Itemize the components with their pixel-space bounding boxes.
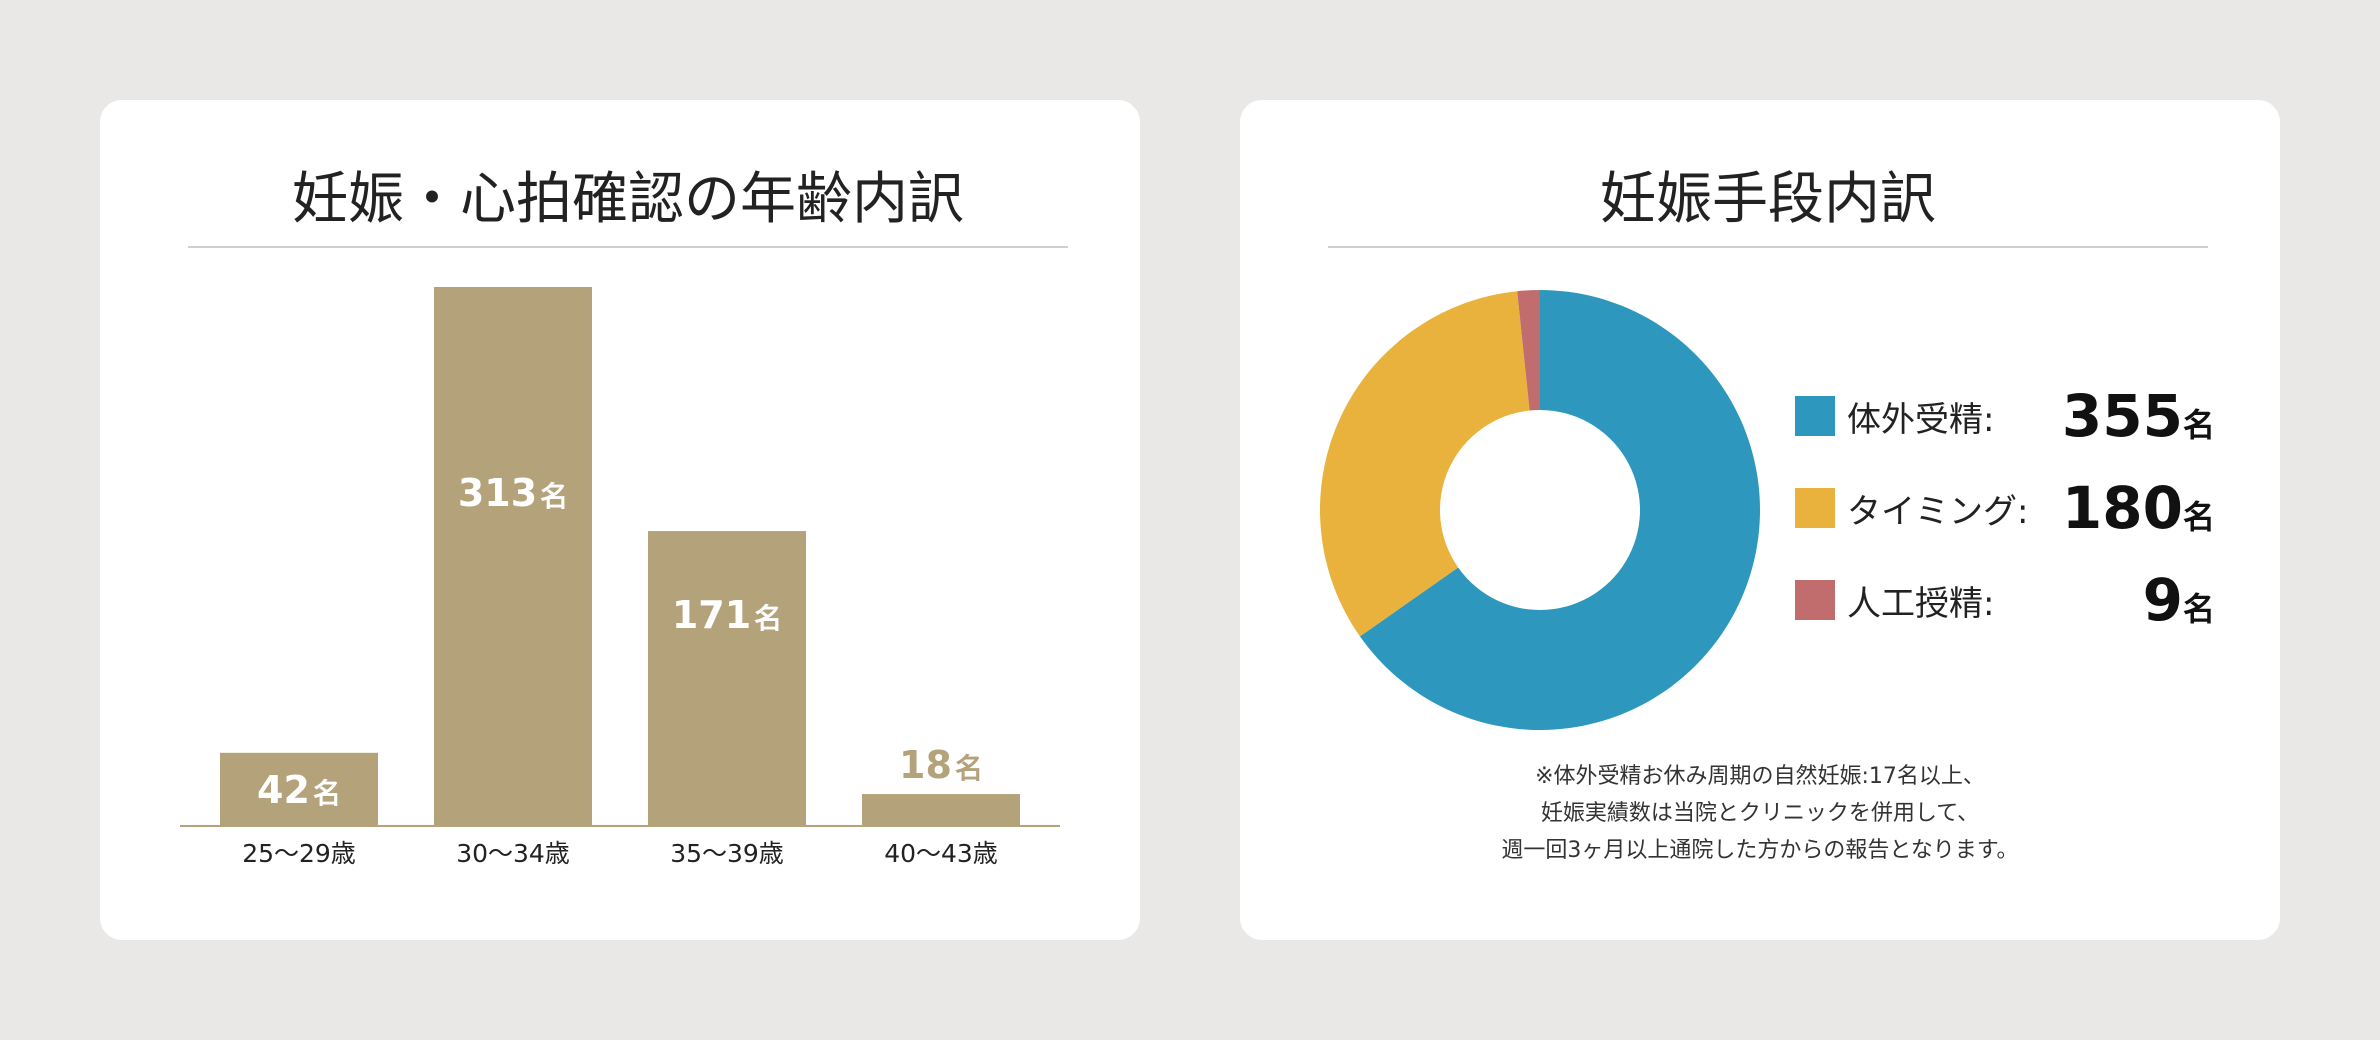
bar-value-label: 42 名 (257, 768, 341, 812)
legend-swatch (1795, 580, 1835, 620)
bar (434, 287, 592, 825)
bar-value-label: 171 名 (672, 593, 782, 637)
donut-legend: 体外受精: 355名 タイミング: 180名人工授精: 9名 (1795, 370, 2215, 646)
footnote-line: 週一回3ヶ月以上通院した方からの報告となります。 (1501, 838, 2019, 863)
bar (648, 531, 806, 825)
age-breakdown-card: 妊娠・心拍確認の年齢内訳 42 名 25〜29歳 313 名 30〜34歳 171 名 35〜3… (100, 100, 1140, 940)
legend-swatch (1795, 396, 1835, 436)
x-tick-label: 30〜34歳 (456, 839, 570, 868)
title-divider (1328, 246, 2208, 248)
method-breakdown-card: 妊娠手段内訳 体外受精: 355名 タイミング: 180名人工授精: 9名 ※体外受精お… (1240, 100, 2280, 940)
footnote: ※体外受精お休み周期の自然妊娠:17名以上、 妊娠実績数は当院とクリニックを併用… (1340, 758, 2180, 869)
legend-value: 9名 (2142, 566, 2215, 634)
x-tick-label: 35〜39歳 (670, 839, 784, 868)
legend-item: 人工授精: 9名 (1795, 554, 2215, 646)
legend-label: 体外受精: (1847, 399, 1995, 440)
legend-value: 180名 (2061, 474, 2215, 542)
age-chart-title: 妊娠・心拍確認の年齢内訳 (292, 167, 964, 232)
legend-swatch (1795, 488, 1835, 528)
legend-label: 人工授精: (1847, 583, 1995, 624)
title-divider (188, 246, 1068, 248)
legend-item: タイミング: 180名 (1795, 462, 2215, 554)
legend-label: タイミング: (1847, 491, 2029, 532)
age-bar-chart: 42 名 25〜29歳 313 名 30〜34歳 171 名 35〜39歳 18 名 40〜43歳 (180, 287, 1060, 868)
bar (862, 794, 1020, 825)
bar (220, 752, 378, 825)
donut-slice (1320, 291, 1530, 637)
donut-slice (1517, 290, 1540, 411)
bar-value-label: 18 名 (899, 743, 983, 787)
x-tick-label: 25〜29歳 (242, 839, 356, 868)
legend-value: 355名 (2061, 382, 2215, 450)
footnote-line: ※体外受精お休み周期の自然妊娠:17名以上、 (1535, 764, 1985, 789)
footnote-line: 妊娠実績数は当院とクリニックを併用して、 (1540, 801, 1980, 826)
bar-value-label: 313 名 (458, 471, 568, 515)
legend-item: 体外受精: 355名 (1795, 370, 2215, 462)
x-tick-label: 40〜43歳 (884, 839, 998, 868)
method-chart-title: 妊娠手段内訳 (1600, 167, 1936, 232)
method-donut-chart (1320, 290, 1760, 731)
donut-slice (1359, 290, 1760, 731)
